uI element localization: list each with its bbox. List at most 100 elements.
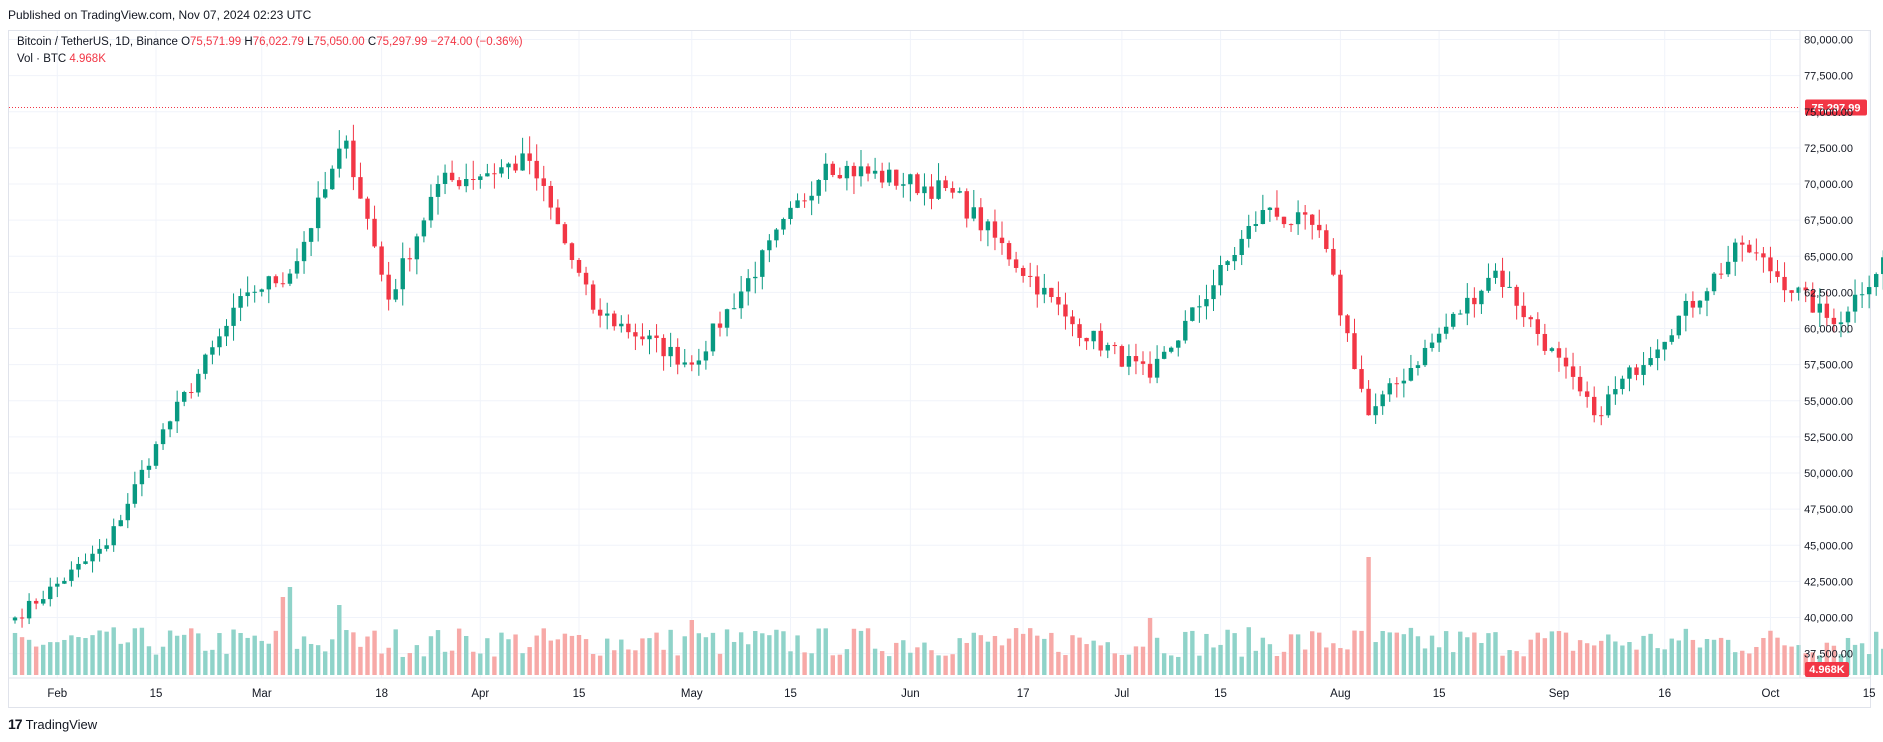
- volume-bar: [710, 632, 716, 675]
- volume-bar: [781, 631, 786, 675]
- candle-body: [534, 160, 539, 179]
- candle-body: [1133, 356, 1139, 362]
- volume-bar: [1563, 632, 1569, 675]
- volume-bar: [612, 650, 617, 675]
- volume-bar: [90, 635, 95, 675]
- volume-bar: [1845, 637, 1851, 675]
- candle-body: [527, 153, 532, 161]
- volume-bar: [1824, 642, 1830, 675]
- volume-bar: [1183, 631, 1188, 675]
- candle-body: [1154, 358, 1160, 378]
- tradingview-logo[interactable]: 17 TradingView: [8, 716, 97, 732]
- volume-bar: [160, 646, 166, 675]
- candle-body: [386, 274, 391, 300]
- candle-body: [12, 617, 18, 621]
- volume-bar: [1789, 646, 1794, 675]
- volume-bar: [527, 647, 532, 675]
- price-tick-label: 52,500.00: [1804, 432, 1853, 444]
- candle-body: [1683, 300, 1689, 316]
- candle-body: [703, 351, 709, 361]
- volume-bar: [1761, 637, 1766, 675]
- volume-bar: [929, 650, 934, 675]
- candle-body: [767, 240, 772, 251]
- volume-bar: [344, 630, 349, 675]
- volume-bar: [1204, 633, 1209, 675]
- volume-bar: [844, 649, 850, 675]
- volume-bar: [647, 638, 652, 675]
- candle-body: [182, 392, 187, 402]
- volume-bar: [1592, 645, 1597, 675]
- volume-bar: [1211, 647, 1216, 675]
- candle-body: [1761, 253, 1766, 258]
- candle-body: [760, 250, 765, 277]
- candle-body: [393, 289, 398, 300]
- candle-body: [548, 185, 553, 208]
- candle-body: [901, 184, 906, 186]
- volume-bar: [1295, 634, 1301, 675]
- candle-body: [1782, 276, 1787, 291]
- volume-bar: [1070, 635, 1075, 675]
- volume-bar: [1408, 627, 1414, 675]
- volume-bar: [351, 632, 356, 675]
- candle-body: [1415, 365, 1421, 369]
- candle-body: [1768, 257, 1773, 272]
- candle-body: [1613, 389, 1618, 395]
- volume-bar: [485, 638, 490, 675]
- candle-body: [1408, 368, 1414, 381]
- candle-body: [1169, 347, 1174, 352]
- volume-bar: [703, 637, 709, 675]
- candle-body: [738, 291, 744, 309]
- volume-bar: [964, 642, 969, 675]
- candle-body: [1620, 378, 1625, 390]
- candle-body: [174, 401, 180, 422]
- volume-bar: [1401, 634, 1407, 675]
- price-tick-label: 80,000.00: [1804, 35, 1853, 47]
- volume-bar: [315, 645, 321, 675]
- candle-body: [1401, 380, 1407, 384]
- candle-body: [499, 167, 504, 174]
- volume-bar: [1169, 655, 1174, 675]
- candle-body: [562, 224, 568, 244]
- volume-bar: [816, 628, 821, 675]
- candle-body: [1500, 270, 1505, 288]
- volume-bar: [1627, 642, 1632, 675]
- volume-bar: [153, 654, 159, 675]
- candle-body: [830, 163, 835, 175]
- volume-bar: [943, 655, 948, 675]
- price-tick-label: 60,000.00: [1804, 324, 1853, 336]
- candle-body: [1662, 341, 1667, 350]
- candle-body: [104, 545, 109, 549]
- volume-bar: [1345, 649, 1350, 675]
- time-tick-label: 15: [1863, 688, 1876, 700]
- volume-bar: [753, 631, 758, 675]
- volume-bar: [1528, 639, 1533, 675]
- candle-body: [337, 148, 342, 169]
- candle-body: [816, 179, 821, 196]
- candle-body: [492, 173, 497, 175]
- volume-bar: [1267, 644, 1273, 675]
- candle-body: [139, 469, 145, 485]
- candle-body: [612, 313, 617, 327]
- volume-bar: [1775, 637, 1780, 675]
- volume-bar: [1394, 632, 1399, 675]
- candle-body: [421, 220, 427, 237]
- volume-bar: [1472, 632, 1477, 675]
- volume-bar: [626, 649, 631, 675]
- chart-frame[interactable]: [8, 30, 1871, 708]
- ohlc-row: Bitcoin / TetherUS, 1D, Binance O75,571.…: [17, 34, 523, 51]
- candle-body: [999, 237, 1005, 244]
- volume-bar: [1556, 631, 1562, 675]
- candle-body: [865, 166, 871, 174]
- volume-bar: [1253, 650, 1258, 675]
- candle-body: [908, 174, 913, 185]
- volume-bar: [746, 644, 751, 675]
- candle-body: [1281, 216, 1287, 225]
- candle-body: [555, 207, 561, 225]
- candle-body: [605, 313, 610, 316]
- candle-body: [569, 243, 575, 261]
- candle-body: [280, 283, 286, 285]
- volume-bar: [1542, 638, 1548, 675]
- volume-bar: [26, 639, 32, 675]
- volume-bar: [1866, 654, 1872, 675]
